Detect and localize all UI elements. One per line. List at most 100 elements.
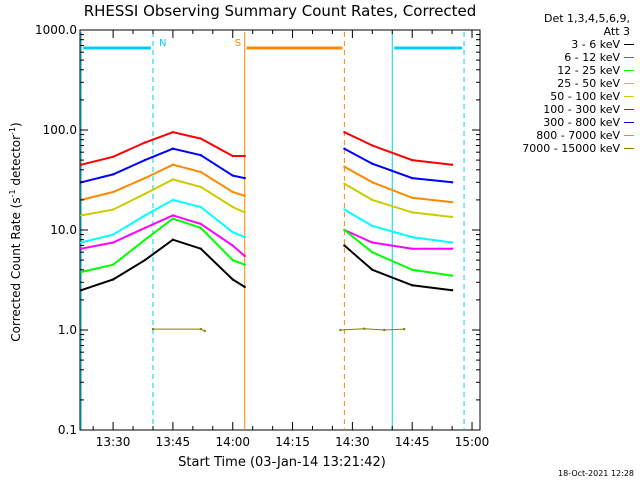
series-0 xyxy=(80,238,454,292)
data-point xyxy=(143,192,147,195)
x-axis-label: Start Time (03-Jan-14 13:21:42) xyxy=(178,455,386,470)
legend-label: 12 - 25 keV xyxy=(557,64,620,77)
data-point xyxy=(111,208,115,211)
legend-header-line-2: Att 3 xyxy=(603,25,630,38)
series-line-segment xyxy=(80,147,245,184)
data-point xyxy=(171,238,175,241)
legend-swatch xyxy=(624,148,634,149)
legend-label: 300 - 800 keV xyxy=(543,116,620,129)
data-point xyxy=(243,263,246,266)
legend-item: 7000 - 15000 keV xyxy=(484,142,634,155)
data-point xyxy=(231,244,234,247)
data-point xyxy=(111,278,115,281)
legend-swatch xyxy=(624,109,634,110)
data-point xyxy=(199,222,202,226)
y-tick-label: 10.0 xyxy=(50,223,77,237)
data-point xyxy=(343,228,346,232)
data-point xyxy=(403,327,406,331)
data-point xyxy=(143,158,147,162)
data-point xyxy=(450,181,454,184)
x-tick-label: 13:45 xyxy=(156,435,191,449)
legend-label: 3 - 6 keV xyxy=(571,38,620,51)
data-point xyxy=(171,131,175,134)
y-tick-label: 1.0 xyxy=(58,323,77,337)
data-point xyxy=(80,270,83,274)
data-point xyxy=(199,327,202,331)
data-point xyxy=(171,147,175,150)
data-point xyxy=(171,178,175,181)
series-line-segment xyxy=(343,182,453,218)
legend-item: 6 - 12 keV xyxy=(484,51,634,64)
data-point xyxy=(143,176,147,180)
data-point xyxy=(243,194,246,197)
series-7 xyxy=(80,163,454,204)
data-point xyxy=(343,244,346,247)
data-point xyxy=(383,328,386,332)
data-point xyxy=(111,155,115,158)
series-line-segment xyxy=(80,163,246,201)
data-point xyxy=(411,235,414,239)
series-3 xyxy=(80,198,454,244)
legend-item: 300 - 800 keV xyxy=(484,116,634,129)
data-point xyxy=(111,263,115,266)
y-tick-label: 1000.0 xyxy=(35,23,77,37)
series-line-segment xyxy=(80,217,246,273)
data-point xyxy=(243,235,246,239)
series-4 xyxy=(80,178,454,219)
data-point xyxy=(199,137,202,140)
data-point xyxy=(231,190,234,194)
night-label: N xyxy=(159,38,166,49)
series-line-segment xyxy=(343,131,453,166)
data-point xyxy=(143,238,147,241)
data-point xyxy=(111,233,115,236)
data-point xyxy=(199,185,202,189)
x-tick-label: 13:30 xyxy=(96,435,131,449)
data-point xyxy=(411,196,414,199)
data-point xyxy=(231,231,234,234)
series-line-segment xyxy=(80,131,245,166)
data-point xyxy=(411,211,414,214)
data-point xyxy=(143,214,147,217)
data-point xyxy=(450,241,454,244)
data-point xyxy=(231,174,234,177)
data-point xyxy=(371,241,374,244)
data-point xyxy=(411,158,414,162)
series-6 xyxy=(80,147,454,184)
data-point xyxy=(80,241,83,244)
legend-item: 100 - 300 keV xyxy=(484,103,634,116)
data-point xyxy=(411,284,414,287)
series-line-segment xyxy=(343,208,453,244)
series-line-segment xyxy=(343,229,453,277)
data-point xyxy=(243,285,246,289)
series-line-segment xyxy=(343,147,453,184)
data-point xyxy=(411,247,414,250)
data-point xyxy=(80,214,83,217)
data-point xyxy=(111,190,115,194)
data-point xyxy=(80,247,83,250)
x-tick-label: 14:30 xyxy=(335,435,370,449)
data-point xyxy=(343,131,346,134)
x-tick-label: 14:15 xyxy=(275,435,310,449)
x-tick-label: 15:00 xyxy=(455,435,490,449)
data-point xyxy=(411,268,414,271)
legend-item: 12 - 25 keV xyxy=(484,64,634,77)
series-8 xyxy=(151,327,406,333)
data-point xyxy=(371,181,374,184)
data-point xyxy=(199,205,202,209)
x-tick-label: 14:00 xyxy=(215,435,250,449)
series-line-segment xyxy=(343,229,453,250)
chart-title: RHESSI Observing Summary Count Rates, Co… xyxy=(83,2,477,20)
data-point xyxy=(199,247,202,250)
legend-header-line-1: Det 1,3,4,5,6,9, xyxy=(543,12,630,25)
data-point xyxy=(80,289,83,292)
legend-item: 3 - 6 keV xyxy=(484,38,634,51)
footer-timestamp: 18-Oct-2021 12:28 xyxy=(558,469,634,478)
saa-label: S xyxy=(235,38,241,49)
data-point xyxy=(231,205,234,209)
legend-item: 25 - 50 keV xyxy=(484,77,634,90)
data-point xyxy=(171,163,175,166)
legend-label: 50 - 100 keV xyxy=(550,90,620,103)
data-point xyxy=(450,215,454,219)
data-point xyxy=(371,198,374,202)
